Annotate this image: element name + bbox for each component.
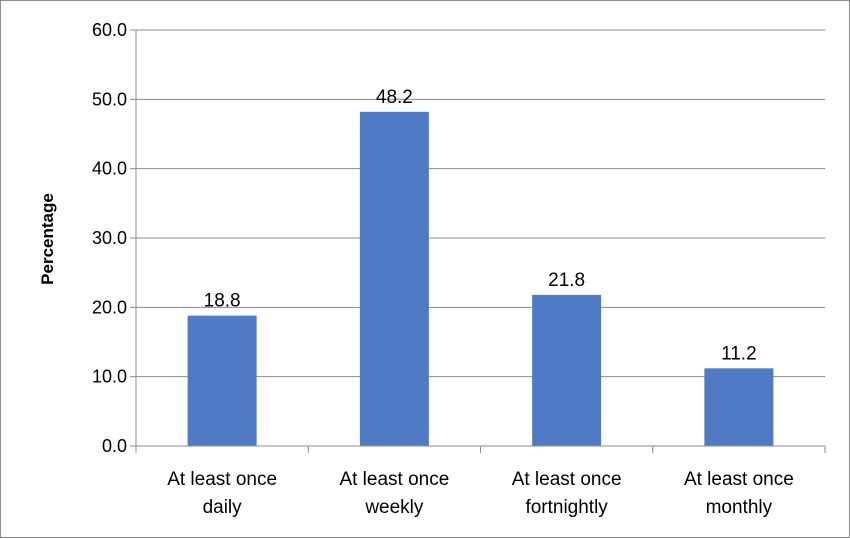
data-label: 11.2 bbox=[721, 343, 757, 364]
axes bbox=[130, 29, 826, 453]
y-tick-label: 50.0 bbox=[92, 89, 127, 109]
x-category-label: At least once bbox=[684, 469, 794, 490]
x-category-label: fortnightly bbox=[525, 497, 608, 518]
data-label: 21.8 bbox=[548, 270, 585, 291]
x-category-label: daily bbox=[203, 497, 243, 518]
y-tick-label: 20.0 bbox=[92, 297, 127, 317]
bar bbox=[704, 368, 774, 446]
y-tick-label: 30.0 bbox=[92, 228, 127, 248]
y-tick-label: 10.0 bbox=[92, 367, 127, 387]
bar bbox=[359, 111, 429, 447]
bar bbox=[187, 315, 257, 446]
data-label: 18.8 bbox=[204, 291, 241, 312]
y-tick-label: 60.0 bbox=[92, 20, 127, 40]
bars bbox=[187, 111, 774, 447]
y-tick-label: 0.0 bbox=[102, 436, 127, 456]
x-category-label: weekly bbox=[364, 497, 424, 518]
x-category-label: monthly bbox=[706, 497, 773, 518]
bar bbox=[532, 294, 602, 446]
y-axis-title: Percentage bbox=[38, 193, 57, 285]
y-tick-label: 40.0 bbox=[92, 159, 127, 179]
x-category-label: At least once bbox=[339, 469, 449, 490]
x-category-label: At least once bbox=[512, 469, 622, 490]
data-label: 48.2 bbox=[376, 87, 413, 108]
labels: 0.0 10.0 20.0 30.0 40.0 50.0 60.0 18.8 At least … bbox=[92, 20, 794, 518]
x-category-label: At least once bbox=[167, 469, 277, 490]
